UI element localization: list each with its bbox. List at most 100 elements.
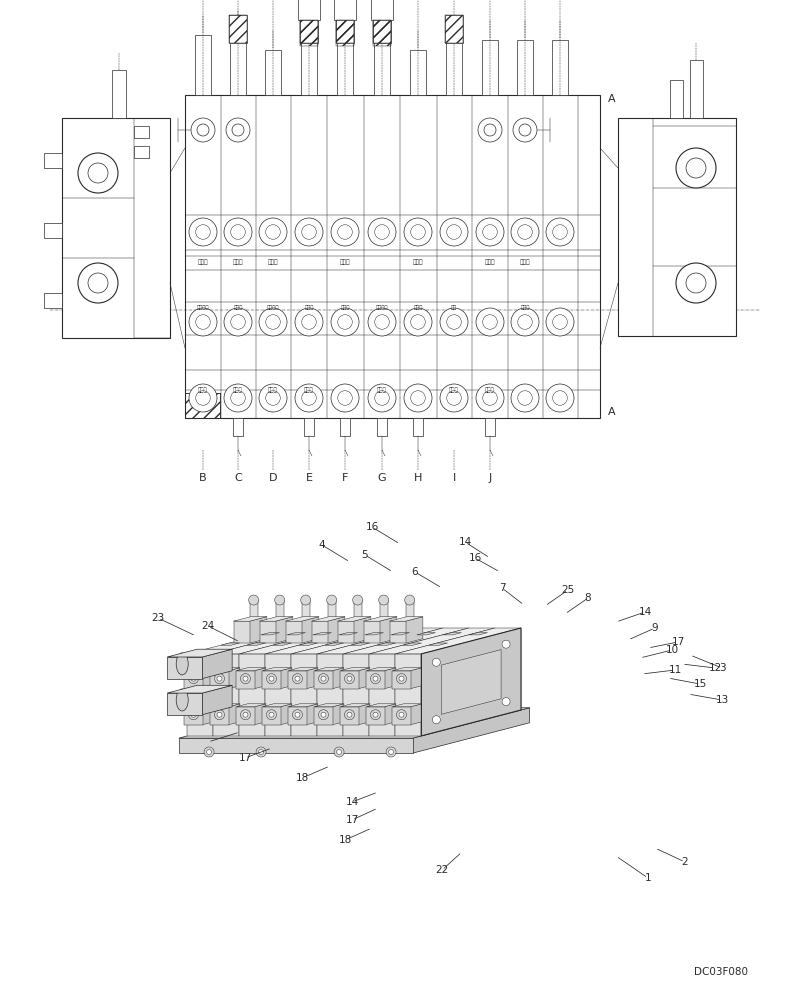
Circle shape — [269, 676, 274, 681]
Text: 18: 18 — [339, 835, 351, 845]
Circle shape — [338, 391, 352, 405]
Bar — [229, 15, 247, 43]
Polygon shape — [255, 704, 266, 725]
Polygon shape — [385, 704, 396, 725]
Text: 5: 5 — [362, 550, 368, 560]
Circle shape — [546, 384, 574, 412]
Text: 25: 25 — [562, 585, 574, 595]
Polygon shape — [366, 671, 385, 689]
Circle shape — [295, 308, 323, 336]
Bar — [446, 35, 462, 95]
Polygon shape — [210, 704, 240, 707]
Circle shape — [397, 710, 406, 720]
Polygon shape — [263, 668, 292, 671]
Circle shape — [196, 391, 210, 405]
Polygon shape — [314, 707, 333, 725]
Polygon shape — [364, 617, 397, 621]
Bar — [62, 118, 170, 338]
Circle shape — [331, 218, 359, 246]
Text: 7: 7 — [499, 583, 505, 593]
Polygon shape — [403, 643, 422, 645]
Bar — [336, 20, 354, 46]
Text: 11: 11 — [668, 665, 682, 675]
Circle shape — [326, 595, 337, 605]
Circle shape — [519, 124, 531, 136]
Circle shape — [511, 308, 539, 336]
Polygon shape — [417, 633, 436, 635]
Circle shape — [224, 384, 252, 412]
Polygon shape — [413, 708, 530, 753]
Circle shape — [78, 263, 118, 303]
Bar — [230, 30, 246, 95]
Circle shape — [373, 676, 378, 681]
Polygon shape — [364, 633, 384, 635]
Polygon shape — [292, 654, 318, 736]
Polygon shape — [314, 671, 333, 689]
Bar — [618, 118, 736, 336]
Circle shape — [295, 218, 323, 246]
Circle shape — [482, 225, 497, 239]
Polygon shape — [395, 628, 521, 654]
Circle shape — [447, 315, 461, 329]
Circle shape — [482, 391, 497, 405]
Circle shape — [375, 315, 389, 329]
Text: ロッド: ロッド — [268, 387, 278, 393]
Circle shape — [686, 273, 706, 293]
Text: 3: 3 — [718, 663, 726, 673]
Polygon shape — [263, 671, 280, 689]
Polygon shape — [395, 628, 495, 736]
Polygon shape — [328, 600, 335, 618]
Polygon shape — [410, 704, 422, 725]
Circle shape — [368, 218, 396, 246]
Circle shape — [217, 712, 222, 717]
Polygon shape — [306, 704, 318, 725]
Polygon shape — [369, 628, 495, 654]
Polygon shape — [393, 668, 422, 671]
Polygon shape — [369, 628, 469, 736]
Circle shape — [207, 750, 212, 754]
Circle shape — [337, 750, 342, 754]
Circle shape — [295, 712, 300, 717]
Polygon shape — [389, 617, 423, 621]
Text: 18: 18 — [201, 737, 215, 747]
Circle shape — [399, 712, 404, 717]
Circle shape — [389, 750, 393, 754]
Bar — [44, 153, 62, 168]
Circle shape — [301, 391, 316, 405]
Text: 1: 1 — [645, 873, 651, 883]
Circle shape — [189, 384, 217, 412]
Text: 走行体: 走行体 — [414, 304, 423, 310]
Polygon shape — [184, 704, 214, 707]
Circle shape — [301, 315, 316, 329]
Polygon shape — [250, 600, 258, 618]
Circle shape — [410, 391, 425, 405]
Polygon shape — [359, 668, 370, 689]
Polygon shape — [301, 600, 309, 618]
Polygon shape — [229, 668, 240, 689]
Circle shape — [266, 225, 280, 239]
Circle shape — [676, 148, 716, 188]
Polygon shape — [318, 654, 343, 736]
Polygon shape — [393, 707, 410, 725]
Circle shape — [344, 674, 355, 684]
Text: J: J — [488, 473, 491, 483]
Polygon shape — [301, 617, 319, 643]
Polygon shape — [343, 654, 369, 736]
Text: 17: 17 — [345, 815, 359, 825]
Circle shape — [191, 118, 215, 142]
Polygon shape — [221, 643, 240, 645]
Polygon shape — [179, 708, 530, 738]
Text: 18: 18 — [296, 773, 309, 783]
Polygon shape — [213, 628, 339, 654]
Text: ロッド: ロッド — [233, 259, 243, 265]
Circle shape — [386, 747, 396, 757]
Bar — [185, 393, 220, 418]
Polygon shape — [259, 617, 292, 621]
Bar — [373, 15, 391, 43]
Text: 9: 9 — [652, 623, 659, 633]
Polygon shape — [237, 671, 255, 689]
Polygon shape — [369, 654, 395, 736]
Circle shape — [88, 273, 108, 293]
Polygon shape — [179, 738, 413, 753]
Polygon shape — [265, 654, 292, 736]
